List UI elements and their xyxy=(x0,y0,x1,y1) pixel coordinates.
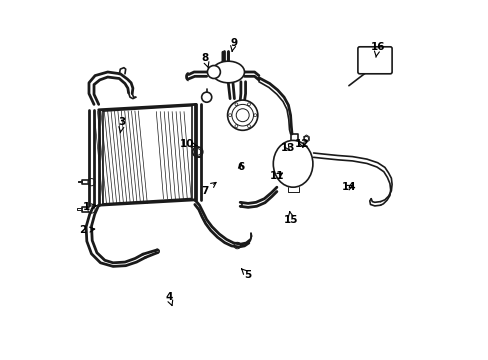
Text: 2: 2 xyxy=(79,225,95,235)
Circle shape xyxy=(207,66,220,78)
Text: 14: 14 xyxy=(341,182,355,192)
Text: 7: 7 xyxy=(201,183,216,196)
Text: 13: 13 xyxy=(280,143,294,153)
Text: 10: 10 xyxy=(179,139,197,149)
Text: 3: 3 xyxy=(118,117,125,133)
Text: 6: 6 xyxy=(237,162,244,172)
Text: 5: 5 xyxy=(241,269,251,280)
Text: 1: 1 xyxy=(82,202,96,212)
Text: 11: 11 xyxy=(269,171,284,181)
Ellipse shape xyxy=(212,61,244,83)
Text: 12: 12 xyxy=(294,139,309,149)
Text: 4: 4 xyxy=(165,292,172,306)
Circle shape xyxy=(227,100,257,130)
FancyBboxPatch shape xyxy=(357,47,391,74)
Ellipse shape xyxy=(273,140,312,187)
Text: 15: 15 xyxy=(284,212,298,225)
Text: 9: 9 xyxy=(230,38,237,51)
Text: 8: 8 xyxy=(201,53,208,68)
Text: 16: 16 xyxy=(370,42,384,57)
